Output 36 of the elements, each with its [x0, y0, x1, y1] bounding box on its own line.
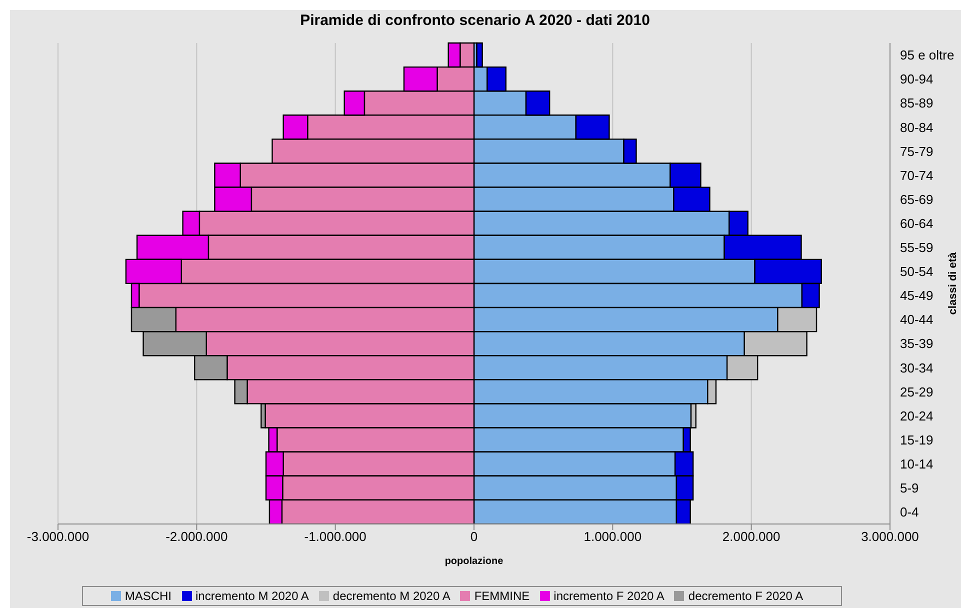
- legend-label: decremento M 2020 A: [332, 589, 450, 603]
- x-tick-label: -3.000.000: [26, 529, 90, 544]
- y-tick-label: 20-24: [900, 408, 934, 424]
- y-tick-label: 25-29: [900, 384, 934, 400]
- y-tick-label: 70-74: [900, 168, 934, 183]
- y-tick-label: 90-94: [900, 72, 934, 87]
- y-axis-title: classi di età: [947, 251, 959, 315]
- y-tick-label: 0-4: [900, 504, 919, 520]
- y-tick-label: 15-19: [900, 432, 934, 448]
- y-tick-label: 65-69: [900, 192, 934, 207]
- y-tick-label: 80-84: [900, 120, 934, 135]
- x-tick-label: 2.000.000: [722, 529, 780, 544]
- x-tick-label: -2.000.000: [166, 529, 228, 544]
- x-axis-title: popolazione: [444, 556, 504, 567]
- y-tick-label: 45-49: [900, 288, 934, 304]
- x-tick-label: 0: [470, 529, 478, 544]
- y-tick-label: 40-44: [900, 312, 934, 328]
- x-tick-label: 1.000.000: [584, 529, 642, 544]
- legend-label: decremento F 2020 A: [688, 589, 804, 603]
- y-tick-label: 5-9: [900, 480, 919, 496]
- y-tick-label: 30-34: [900, 360, 934, 376]
- y-tick-label: 75-79: [900, 144, 934, 159]
- y-tick-label: 95 e oltre: [900, 48, 954, 63]
- legend-label: MASCHI: [124, 589, 172, 603]
- y-tick-label: 35-39: [900, 336, 934, 352]
- y-tick-label: 60-64: [900, 216, 934, 231]
- x-tick-label: -1.000.000: [304, 529, 366, 544]
- y-tick-label: 50-54: [900, 264, 934, 280]
- y-tick-label: 55-59: [900, 240, 934, 256]
- x-tick-label: 3.000.000: [861, 529, 919, 544]
- legend-label: incremento M 2020 A: [196, 589, 309, 603]
- legend-label: incremento F 2020 A: [554, 589, 664, 603]
- chart-title: Piramide di confronto scenario A 2020 - dati 2010: [299, 12, 651, 30]
- legend-label: FEMMINE: [474, 589, 530, 603]
- y-tick-label: 85-89: [900, 96, 934, 111]
- y-tick-label: 10-14: [900, 456, 934, 472]
